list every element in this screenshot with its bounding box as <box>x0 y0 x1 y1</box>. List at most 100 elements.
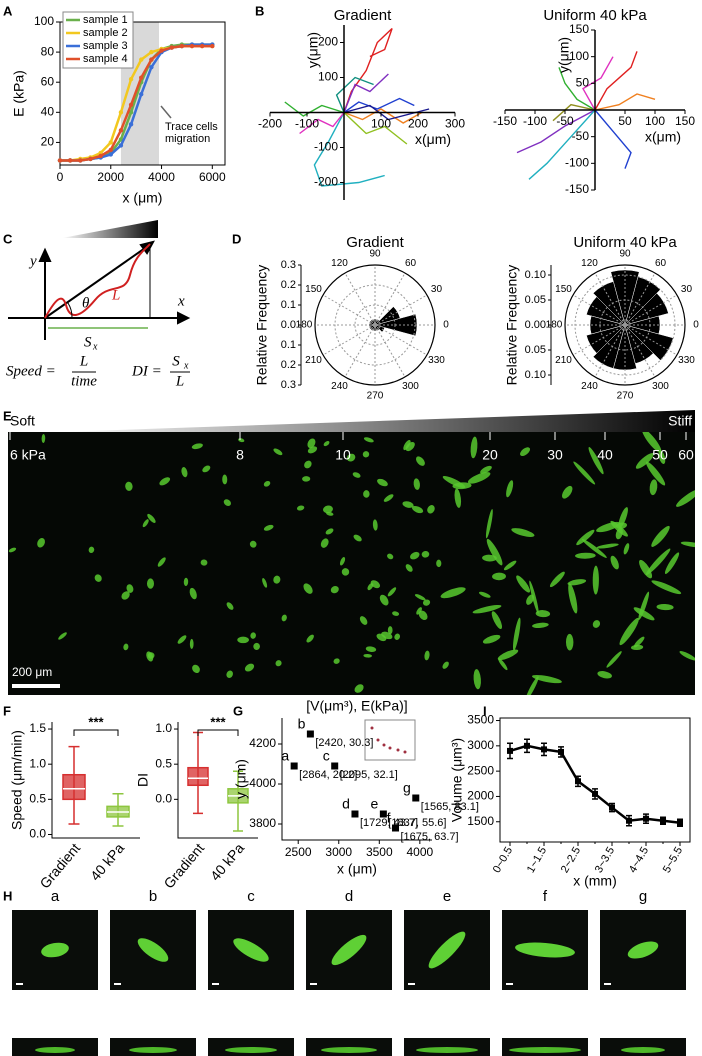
y-tick-label: -100 <box>314 140 338 154</box>
outer-circle <box>314 264 436 386</box>
point <box>609 804 615 811</box>
cell-side <box>129 1047 177 1053</box>
point <box>118 128 124 133</box>
cell <box>346 453 356 462</box>
arrowhead <box>38 247 52 262</box>
y-tick-label: 0.0 <box>155 792 172 806</box>
x-tick-label: 2000 <box>97 170 124 184</box>
y-axis-label: Volume (μm³) <box>449 738 465 822</box>
panel-label: B <box>255 3 264 18</box>
y-axis-label: y (μm) <box>233 759 249 799</box>
plot-frame <box>59 21 226 166</box>
cell <box>531 674 562 684</box>
cell <box>263 524 274 531</box>
theta-tick-label: 240 <box>581 381 598 392</box>
panel-label: D <box>232 231 241 246</box>
cell <box>226 670 233 679</box>
r-tick-label: 0.3 <box>281 379 296 391</box>
cell <box>405 564 413 572</box>
x-tick-label: -200 <box>258 117 282 131</box>
y-tick-label: 100 <box>34 14 54 28</box>
cell <box>511 528 535 537</box>
y-tick-label: 150 <box>569 22 589 36</box>
cell <box>159 477 171 486</box>
y-tick-label: 1500 <box>467 814 494 828</box>
cell <box>37 538 45 548</box>
cell <box>680 541 695 548</box>
diagram-text: S <box>84 334 92 350</box>
x-axis-label: x(μm) <box>645 129 681 145</box>
track <box>335 76 374 113</box>
point <box>78 158 83 163</box>
grid-spoke <box>572 324 626 356</box>
cell <box>427 505 435 514</box>
grid-spoke <box>374 272 406 326</box>
point-annotation: [2095, 32.1] <box>340 769 398 781</box>
gallery-label: d <box>345 888 353 905</box>
r-tick-label: 0.10 <box>525 369 546 381</box>
y-tick-label: 1.0 <box>155 721 172 735</box>
r-tick-label: 0.10 <box>525 269 546 281</box>
cell-path <box>44 243 151 319</box>
cell <box>515 942 575 958</box>
cell <box>352 472 361 478</box>
cell <box>392 611 400 616</box>
axes <box>51 722 140 839</box>
theta-tick-label: 240 <box>331 381 348 392</box>
inset-dot <box>403 750 407 754</box>
cell <box>630 644 644 651</box>
grid-spoke <box>624 272 656 326</box>
cell <box>362 451 370 458</box>
cell <box>354 684 364 693</box>
cell <box>405 441 415 452</box>
soft-label: Soft <box>10 413 35 429</box>
track <box>313 112 385 187</box>
cell <box>575 552 596 559</box>
cell <box>656 604 674 611</box>
cell <box>273 575 281 584</box>
track <box>343 111 408 145</box>
point-label: g <box>403 780 411 796</box>
x-axis-label: x (mm) <box>573 873 617 889</box>
cell <box>302 476 311 482</box>
x-axis-label: x(μm) <box>415 131 451 147</box>
cell <box>306 634 314 643</box>
y-tick-label: 2500 <box>467 763 494 777</box>
series-line <box>509 744 681 825</box>
x-tick-label: Gradient <box>36 840 83 892</box>
point <box>67 158 73 163</box>
cell <box>58 632 67 640</box>
cell <box>121 591 130 600</box>
grid-spoke <box>322 324 376 356</box>
y-tick-label: 200 <box>318 35 338 49</box>
annotation-arrow <box>160 105 172 119</box>
point-label: d <box>342 796 350 812</box>
x-tick-label: 0~0.5 <box>491 845 515 875</box>
stiffness-tick-label: 8 <box>236 447 244 463</box>
stiffness-tick-label: 30 <box>547 447 563 463</box>
micrograph <box>8 432 695 695</box>
box <box>62 773 86 801</box>
track <box>594 93 656 111</box>
cell <box>146 651 154 662</box>
inset <box>364 719 416 761</box>
grid-spoke <box>624 294 678 326</box>
significance-bracket <box>197 729 239 736</box>
scale-bar <box>408 983 415 985</box>
x-tick-label: -100 <box>523 114 547 128</box>
inset-dot <box>376 738 380 742</box>
point-label: f <box>387 810 391 826</box>
r-tick-label: 0.0 <box>281 319 296 331</box>
point <box>128 122 134 127</box>
point <box>128 102 134 107</box>
theta-tick-label: 150 <box>305 284 322 295</box>
point <box>108 140 113 145</box>
cell <box>526 594 535 605</box>
gallery-label: g <box>639 888 647 905</box>
r-axis-label: Relative Frequency <box>504 265 520 386</box>
cell <box>415 456 425 466</box>
cell <box>633 636 645 648</box>
point <box>626 817 632 824</box>
theta-tick-label: 0 <box>693 320 699 331</box>
gallery-label: b <box>149 888 157 905</box>
